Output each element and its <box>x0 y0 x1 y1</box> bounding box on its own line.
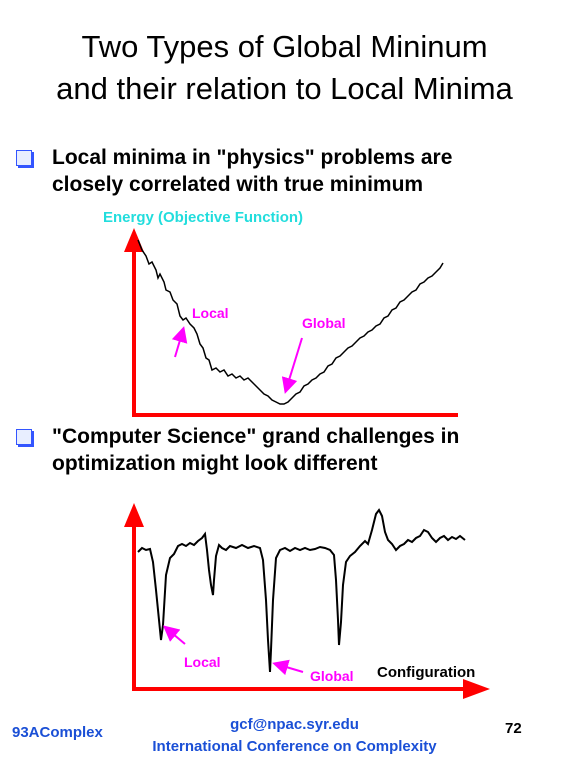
slide-title-line-2: and their relation to Local Minima <box>56 71 513 106</box>
local-arrow <box>162 625 186 645</box>
slide-title-line-1: Two Types of Global Mininum <box>81 29 488 64</box>
energy-axis-label: Energy (Objective Function) <box>103 209 303 226</box>
global-minimum-label: Global <box>302 315 346 331</box>
computer-science-diagram: Local Global Configuration <box>124 503 490 699</box>
bullet-icon <box>16 150 32 166</box>
bullet-icon <box>16 429 32 445</box>
bullet-text-1: Local minima in "physics" problems are c… <box>52 144 552 198</box>
local-minimum-label: Local <box>192 305 229 321</box>
global-minimum-label: Global <box>310 668 354 684</box>
objective-curve <box>137 508 466 673</box>
bullet-1-line-2: closely correlated with true minimum <box>52 173 424 196</box>
bullet-2-line-1: "Computer Science" grand challenges in <box>52 425 460 448</box>
x-axis-arrowhead <box>463 679 490 699</box>
page-number: 72 <box>505 720 522 737</box>
y-axis-arrowhead <box>124 228 144 252</box>
bullet-1-line-1: Local minima in "physics" problems are <box>52 146 453 169</box>
global-arrow <box>272 659 304 676</box>
bullet-2-line-2: optimization might look different <box>52 452 378 475</box>
y-axis-arrowhead <box>124 503 144 527</box>
bullet-text-2: "Computer Science" grand challenges in o… <box>52 423 552 477</box>
global-arrow <box>281 337 303 394</box>
footer-conference: International Conference on Complexity <box>152 738 437 755</box>
local-minimum-label: Local <box>184 654 221 670</box>
local-arrow <box>171 326 188 358</box>
configuration-axis-label: Configuration <box>377 664 475 681</box>
energy-curve <box>137 239 444 405</box>
footer-course-code: 93AComplex <box>12 724 103 741</box>
footer-email: gcf@npac.syr.edu <box>230 716 359 733</box>
physics-energy-diagram: Energy (Objective Function) Local Global <box>103 209 458 417</box>
